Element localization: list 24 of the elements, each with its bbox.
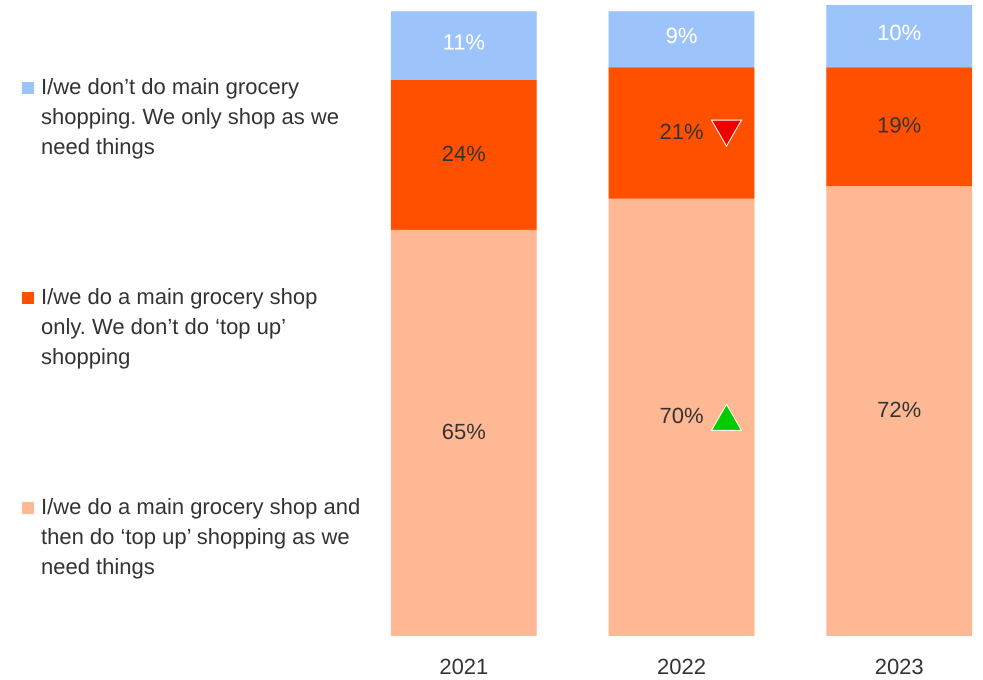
legend-label: I/we do a main grocery shop and then do ‘top up’ shopping as we need things [41, 494, 360, 579]
data-label: 11% [442, 29, 486, 54]
x-tick-label: 2021 [439, 654, 488, 679]
data-label: 21% [659, 118, 704, 144]
data-label: 10% [877, 20, 922, 46]
x-tick-label: 2023 [874, 654, 924, 679]
data-label: 70% [659, 403, 704, 428]
bar [608, 11, 754, 68]
bar [826, 186, 972, 636]
data-label: 19% [877, 112, 922, 138]
data-label: 65% [442, 418, 486, 444]
x-tick-label: 2022 [657, 654, 706, 679]
bar [608, 67, 754, 199]
bar [608, 198, 754, 636]
bar [390, 80, 537, 230]
legend-label: I/we don’t do main grocery shopping. We only shop as we need things [41, 74, 339, 159]
bar [390, 230, 537, 636]
legend-label: I/we do a main grocery shop only. We don’t do ‘top up’ shopping [41, 284, 318, 369]
data-label: 24% [442, 140, 486, 166]
data-label: 72% [877, 396, 922, 422]
bar [826, 5, 972, 68]
data-label: 9% [666, 23, 698, 48]
bar [390, 11, 537, 80]
bar [826, 67, 972, 186]
